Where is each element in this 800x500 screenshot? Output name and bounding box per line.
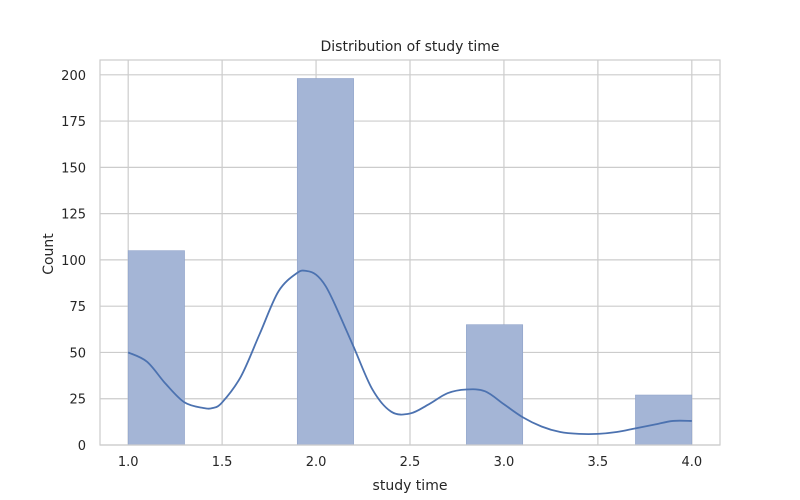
x-axis-label: study time bbox=[373, 478, 448, 494]
bars bbox=[127, 78, 693, 446]
x-tick-label: 4.0 bbox=[681, 455, 702, 470]
x-tick-label: 2.5 bbox=[400, 455, 421, 470]
histogram-bar bbox=[127, 250, 185, 446]
histogram-bar bbox=[296, 78, 354, 446]
y-tick-label: 200 bbox=[61, 69, 86, 84]
y-tick-label: 0 bbox=[78, 439, 86, 454]
x-tick-label: 2.0 bbox=[306, 455, 327, 470]
x-tick-label: 3.0 bbox=[494, 455, 515, 470]
chart-title: Distribution of study time bbox=[321, 39, 500, 55]
histogram-bar bbox=[466, 324, 524, 446]
x-tick-label: 3.5 bbox=[588, 455, 609, 470]
x-axis-ticks: 1.0 1.5 2.0 2.5 3.0 3.5 4.0 bbox=[118, 455, 702, 470]
y-axis-label: Count bbox=[41, 233, 57, 275]
plot-frame bbox=[99, 59, 721, 446]
y-tick-label: 175 bbox=[61, 115, 86, 130]
y-tick-label: 150 bbox=[61, 161, 86, 176]
x-tick-label: 1.0 bbox=[118, 455, 139, 470]
kde-line bbox=[127, 269, 692, 436]
y-tick-label: 75 bbox=[69, 300, 86, 315]
y-tick-label: 100 bbox=[61, 254, 86, 269]
y-tick-label: 25 bbox=[69, 393, 86, 408]
x-tick-label: 1.5 bbox=[212, 455, 233, 470]
y-tick-label: 125 bbox=[61, 208, 86, 223]
y-axis-ticks: 0 25 50 75 100 125 150 175 200 bbox=[61, 69, 86, 454]
y-tick-label: 50 bbox=[69, 346, 86, 361]
